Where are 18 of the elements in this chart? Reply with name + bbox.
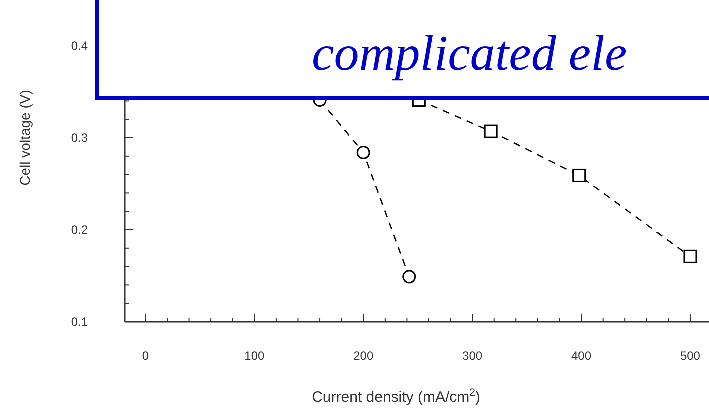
x-tick-label: 0 [142, 349, 150, 363]
y-tick-label: 0.4 [71, 39, 88, 54]
point [484, 124, 498, 138]
annotation: complicated ele [312, 25, 628, 81]
x-tick-label: 500 [680, 349, 701, 363]
x-axis-title: Current density (mA/cm$^{2}$) [312, 387, 480, 406]
y-tick-label: 0.2 [71, 223, 88, 238]
y-axis-title: Cell voltage (V) [17, 90, 33, 186]
point [684, 250, 698, 264]
point [572, 168, 586, 182]
x-tick-label: 300 [462, 349, 483, 363]
point [402, 270, 416, 284]
x-tick-label: 400 [572, 349, 592, 363]
y-tick-label: 0.3 [71, 131, 88, 146]
x-tick-label: 100 [244, 349, 265, 363]
y-tick-label: 0.1 [71, 315, 88, 330]
x-tick-label: 200 [354, 349, 374, 363]
point [356, 146, 370, 160]
